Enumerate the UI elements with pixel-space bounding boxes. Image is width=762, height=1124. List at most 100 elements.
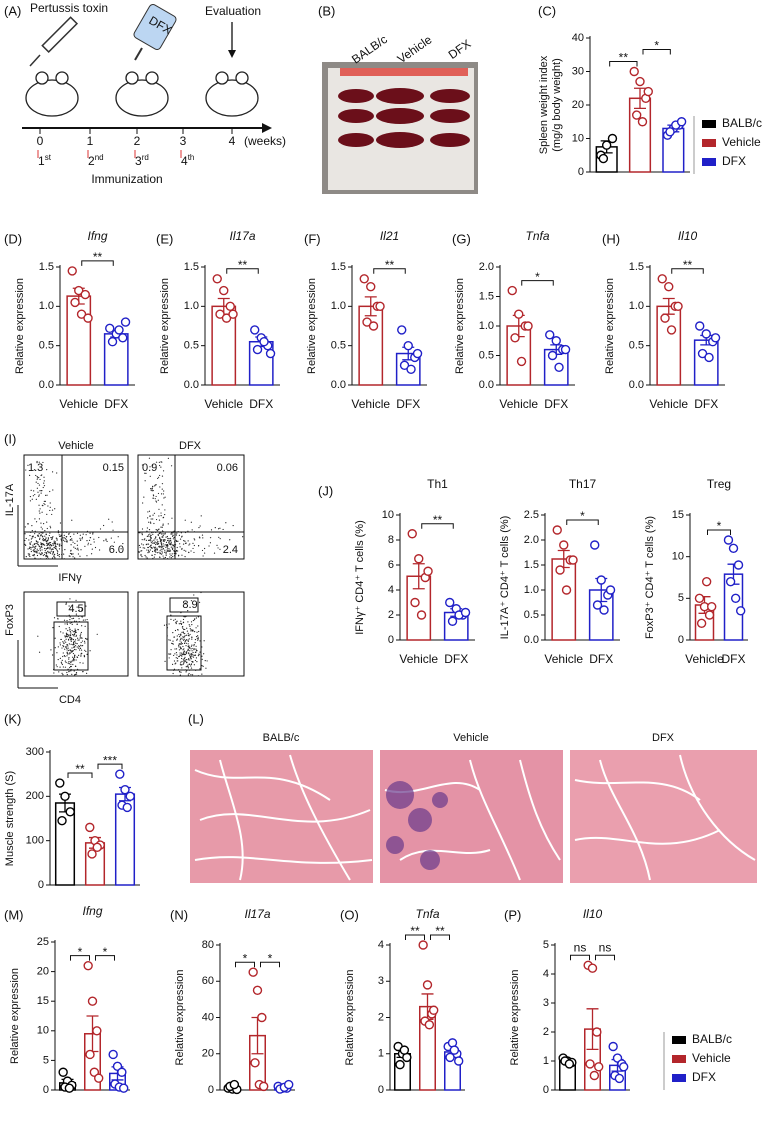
event-dot <box>170 546 172 548</box>
event-dot <box>154 498 156 500</box>
y-tick-label: 40 <box>202 1011 214 1023</box>
x-tick-label: DFX <box>694 397 718 411</box>
event-dot <box>52 489 54 491</box>
significance-bracket <box>95 955 115 961</box>
event-dot <box>80 649 83 651</box>
event-dot <box>51 513 53 516</box>
event-dot <box>122 542 124 545</box>
event-dot <box>148 457 151 459</box>
event-dot <box>179 663 182 665</box>
event-dot <box>147 511 149 513</box>
event-dot <box>162 516 165 518</box>
event-dot <box>153 542 155 544</box>
event-dot <box>190 663 193 665</box>
data-point <box>229 1079 240 1090</box>
event-dot <box>46 539 48 542</box>
event-dot <box>66 671 68 674</box>
event-dot <box>82 619 85 621</box>
event-dot <box>68 634 70 636</box>
event-dot <box>35 481 37 483</box>
event-dot <box>155 537 157 539</box>
evaluation-label: Evaluation <box>205 4 261 18</box>
event-dot <box>93 541 95 543</box>
event-dot <box>194 638 197 641</box>
y-tick-label: 1.0 <box>524 584 539 596</box>
event-dot <box>170 541 172 543</box>
event-dot <box>147 543 150 545</box>
x-tick-label: Vehicle <box>544 652 583 666</box>
spleen-photo <box>322 62 478 194</box>
event-dot <box>192 629 194 631</box>
event-dot <box>37 544 40 546</box>
data-point <box>607 133 618 144</box>
event-dot <box>189 650 191 652</box>
event-dot <box>184 659 186 661</box>
data-point <box>70 297 80 308</box>
event-dot <box>49 509 51 512</box>
data-point <box>666 325 677 335</box>
y-tick-label: 3 <box>378 975 384 987</box>
event-dot <box>38 495 40 497</box>
event-dot <box>141 539 143 541</box>
data-point <box>252 985 263 996</box>
event-dot <box>170 554 172 557</box>
event-dot <box>66 619 68 622</box>
event-dot <box>173 668 176 670</box>
y-tick-label: 0.0 <box>479 379 494 391</box>
event-dot <box>33 551 35 553</box>
event-dot <box>44 539 46 542</box>
event-dot <box>203 653 205 655</box>
event-dot <box>163 497 165 499</box>
event-dot <box>54 553 56 555</box>
event-dot <box>53 672 55 674</box>
event-dot <box>39 537 41 539</box>
event-dot <box>217 528 220 530</box>
event-dot <box>217 547 219 549</box>
event-dot <box>41 490 43 492</box>
event-dot <box>58 548 61 550</box>
event-dot <box>91 548 93 550</box>
data-point <box>701 576 712 587</box>
event-dot <box>72 638 75 641</box>
event-dot <box>71 660 73 662</box>
event-dot <box>179 546 181 548</box>
event-dot <box>56 666 58 668</box>
immunization-suffix: nd <box>95 153 104 162</box>
event-dot <box>51 557 54 559</box>
event-dot <box>158 519 161 521</box>
x-tick-label: DFX <box>104 397 128 411</box>
event-dot <box>67 638 70 640</box>
event-dot <box>68 670 70 672</box>
data-point <box>560 344 571 355</box>
event-dot <box>78 645 81 648</box>
event-dot <box>47 558 50 560</box>
event-dot <box>77 553 80 555</box>
event-dot <box>45 533 47 535</box>
event-dot <box>76 548 78 550</box>
y-tick-label: 5 <box>43 1054 49 1066</box>
event-dot <box>155 484 157 486</box>
event-dot <box>74 645 77 647</box>
event-dot <box>64 666 67 668</box>
y-tick-label: 2 <box>378 1011 384 1023</box>
event-dot <box>192 619 194 622</box>
y-tick-label: 0.0 <box>524 634 539 646</box>
data-point <box>723 535 734 545</box>
panel-label: (N) <box>170 907 188 922</box>
event-dot <box>162 523 164 525</box>
bottle <box>133 4 177 61</box>
event-dot <box>73 620 76 622</box>
event-dot <box>163 624 166 626</box>
event-dot <box>28 553 31 555</box>
event-dot <box>160 542 162 545</box>
chart-title: Th1 <box>427 477 448 491</box>
event-dot <box>73 659 75 661</box>
event-dot <box>105 539 107 541</box>
x-tick-label: DFX <box>396 397 420 411</box>
event-dot <box>27 523 29 525</box>
event-dot <box>51 548 53 550</box>
event-dot <box>181 660 183 663</box>
event-dot <box>73 645 75 648</box>
event-dot <box>189 628 191 630</box>
event-dot <box>190 558 192 560</box>
